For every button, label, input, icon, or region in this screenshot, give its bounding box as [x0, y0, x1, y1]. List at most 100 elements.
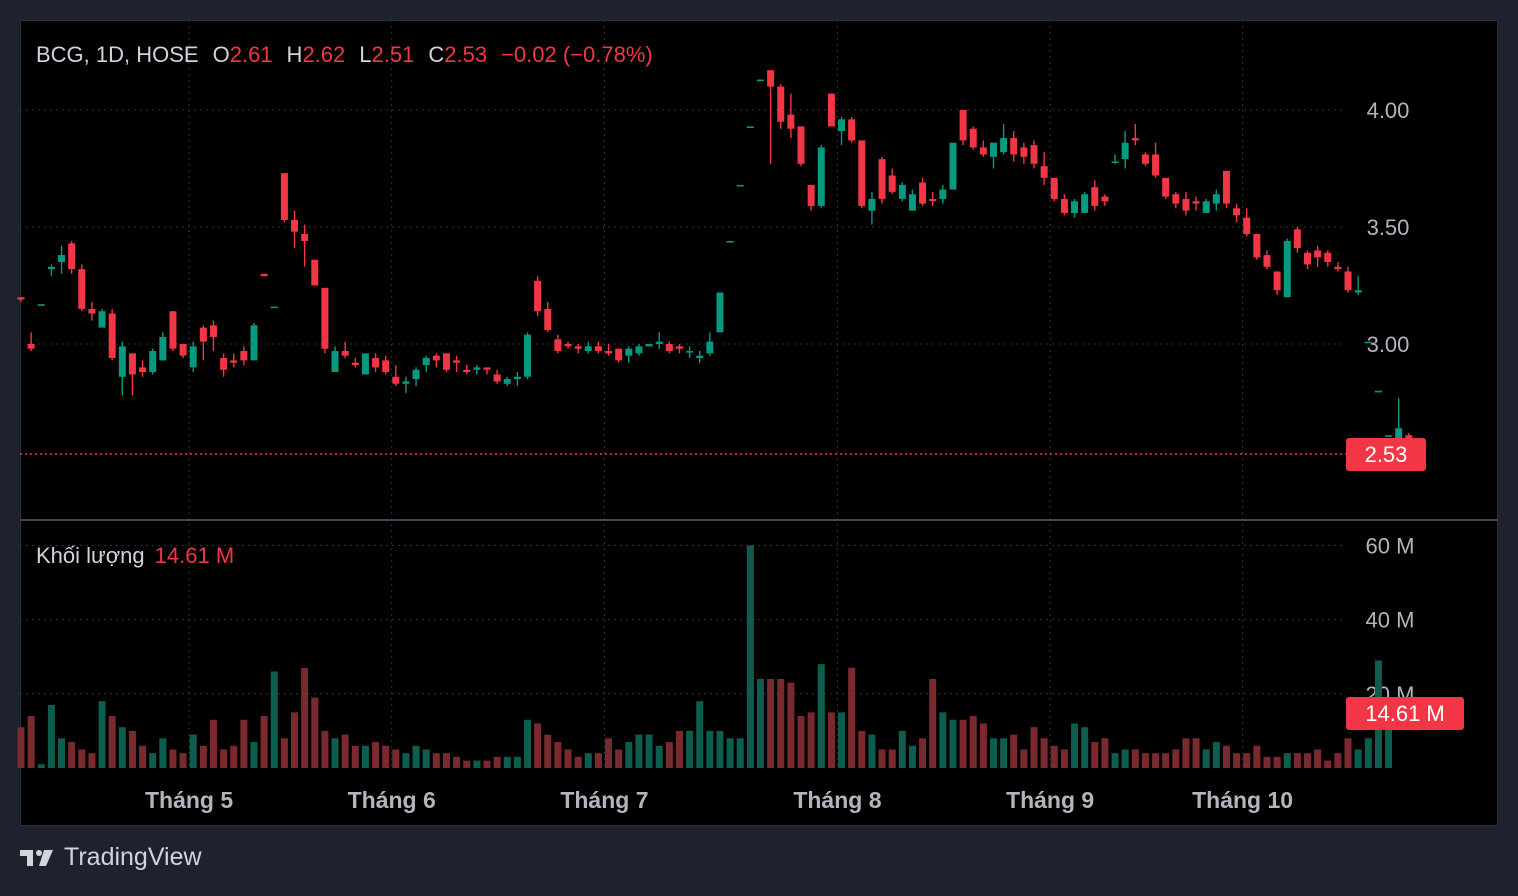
volume-bar: [605, 738, 613, 768]
change-value: −0.02 (−0.78%): [501, 42, 653, 67]
volume-bar: [88, 753, 96, 768]
candle-body: [655, 341, 663, 344]
candle-body: [1253, 234, 1261, 258]
volume-bar: [1192, 738, 1200, 768]
candle: [301, 224, 309, 267]
volume-bar: [797, 716, 805, 768]
candle-body: [372, 358, 380, 368]
candle-body: [159, 336, 167, 361]
volume-bar: [1141, 753, 1149, 768]
candle-body: [1334, 266, 1342, 270]
candle-body: [1060, 198, 1068, 213]
candle: [665, 341, 673, 354]
candle-body: [220, 358, 228, 370]
volume-bar: [1222, 745, 1230, 768]
candle-body: [1385, 435, 1393, 437]
candle-body: [1263, 255, 1271, 267]
volume-bar: [524, 719, 531, 768]
candle: [949, 142, 957, 190]
candle-body: [1182, 198, 1190, 211]
candle: [807, 184, 815, 211]
candle-body: [260, 273, 268, 277]
candle-body: [412, 369, 420, 380]
candle-body: [1293, 229, 1301, 249]
candle-body: [989, 142, 997, 157]
volume-bar: [939, 712, 947, 768]
candle-body: [291, 219, 299, 232]
candle: [321, 287, 329, 354]
volume-bar: [1050, 745, 1058, 768]
candle-body: [675, 346, 683, 349]
candle-body: [1010, 138, 1018, 155]
candle: [250, 322, 258, 361]
candle: [1334, 262, 1342, 272]
tradingview-brand[interactable]: TradingView: [20, 843, 202, 872]
volume-bar: [250, 742, 258, 768]
volume-bar: [959, 719, 967, 768]
candle-body: [503, 379, 511, 384]
close-label: C: [428, 42, 445, 67]
candle-body: [88, 308, 96, 314]
candle: [1243, 208, 1251, 237]
candle: [756, 79, 764, 82]
time-tick-label: Tháng 9: [1006, 787, 1094, 813]
volume-legend: Khối lượng 14.61 M: [36, 543, 234, 569]
time-tick-label: Tháng 8: [793, 787, 881, 813]
volume-bar: [432, 753, 440, 768]
candle-body: [483, 367, 491, 370]
candle-body: [817, 147, 825, 206]
volume-bar: [240, 719, 248, 768]
candle: [1273, 271, 1281, 295]
candle-body: [1354, 290, 1362, 293]
volume-bar: [919, 738, 927, 768]
candle: [209, 320, 217, 352]
volume-bar: [969, 716, 977, 768]
candle-body: [827, 93, 835, 127]
candle-body: [1111, 161, 1119, 164]
candle-body: [1344, 271, 1352, 291]
candle: [696, 351, 704, 363]
volume-bar: [898, 730, 906, 768]
candle-body: [1121, 142, 1129, 160]
candle: [524, 332, 531, 380]
volume-bar: [665, 742, 673, 768]
volume-bar: [1121, 749, 1129, 768]
volume-bar: [1030, 727, 1038, 768]
volume-bar: [341, 734, 349, 768]
candle: [564, 341, 572, 349]
candle: [1374, 390, 1382, 393]
candle: [1050, 177, 1058, 202]
time-tick-label: Tháng 7: [560, 787, 648, 813]
candle-body: [898, 184, 906, 199]
candle: [17, 297, 25, 302]
volume-bar: [1010, 734, 1018, 768]
candle-body: [1324, 252, 1332, 263]
volume-bar: [777, 678, 785, 768]
candle: [27, 332, 35, 352]
candle: [98, 308, 106, 328]
candle: [442, 353, 450, 373]
candle: [726, 241, 734, 243]
volume-bar: [513, 756, 521, 768]
candle-body: [838, 119, 846, 132]
candle-body: [78, 269, 86, 309]
candle: [686, 346, 694, 359]
volume-bar: [17, 727, 25, 768]
candle-body: [979, 147, 987, 155]
candle-body: [351, 362, 359, 366]
candle: [1152, 142, 1160, 178]
candle-body: [128, 353, 136, 375]
candle-body: [179, 344, 187, 356]
volume-bar: [118, 727, 126, 768]
candle-body: [807, 184, 815, 206]
candle-body: [432, 355, 440, 361]
candle: [280, 173, 288, 223]
candle: [746, 126, 754, 128]
volume-bar: [787, 682, 795, 768]
volume-bar: [675, 730, 683, 768]
candle: [179, 344, 187, 359]
candle: [1141, 152, 1149, 167]
volume-bar: [1182, 738, 1190, 768]
candle: [1000, 124, 1008, 155]
